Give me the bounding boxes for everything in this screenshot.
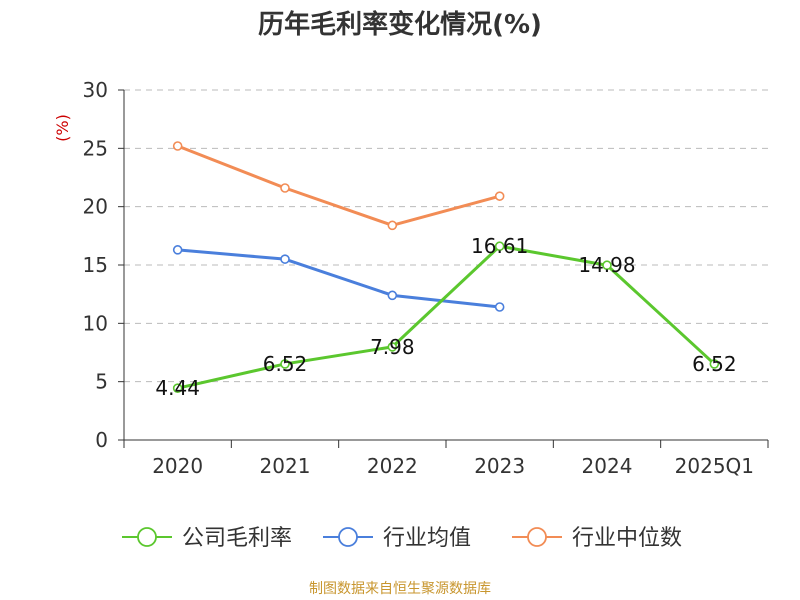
y-tick-label: 10 [83,311,108,335]
y-tick-label: 0 [95,428,108,452]
data-point [387,220,398,231]
y-tick-label: 25 [83,136,108,160]
x-tick-label: 2024 [582,454,633,478]
legend-label: 行业均值 [383,526,471,551]
x-tick-label: 2023 [474,454,525,478]
data-point [494,241,505,252]
chart-title: 历年毛利率变化情况(%) [258,10,542,40]
y-tick-label: 20 [83,195,108,219]
data-point [494,302,505,312]
data-label: 16.61 [471,234,528,258]
data-point [280,254,290,264]
legend-marker [338,527,358,547]
series-line [177,244,716,390]
y-tick-label: 15 [83,253,108,277]
series-line [177,144,501,227]
data-label: 6.52 [692,352,737,376]
source-note: 制图数据来自恒生聚源数据库 [309,581,491,597]
series-line [177,248,500,309]
y-tick-label: 5 [95,370,108,394]
x-tick-label: 2020 [152,454,203,478]
data-point [602,260,612,271]
legend-marker [137,527,157,547]
data-label: 7.98 [370,335,415,359]
data-label: 14.98 [578,253,635,277]
data-point [709,359,720,369]
x-tick-label: 2025Q1 [675,454,754,478]
legend-marker [527,527,547,547]
legend: 公司毛利率 行业均值 行业中位数 [122,526,682,551]
data-label: 6.52 [263,352,308,376]
data-point [494,191,505,201]
axes: 0 5 10 15 20 25 30 2020 2021 2022 2023 2024 2025Q1 [83,78,769,478]
data-point [172,141,183,151]
legend-label: 行业中位数 [572,526,682,551]
x-tick-label: 2022 [367,454,418,478]
grid-lines [124,89,768,383]
data-label: 4.44 [155,376,200,400]
data-point [387,342,398,352]
y-axis-label: (%) [53,114,72,142]
legend-label: 公司毛利率 [182,526,292,551]
data-point [280,183,290,193]
data-labels: 4.44 6.52 7.98 16.61 14.98 6.52 [155,234,736,400]
x-tick-label: 2021 [260,454,311,478]
data-point [172,245,183,255]
data-point [172,383,183,394]
series-lines [172,141,720,394]
y-tick-label: 30 [83,78,108,102]
data-point [280,359,290,369]
data-point [387,290,398,301]
